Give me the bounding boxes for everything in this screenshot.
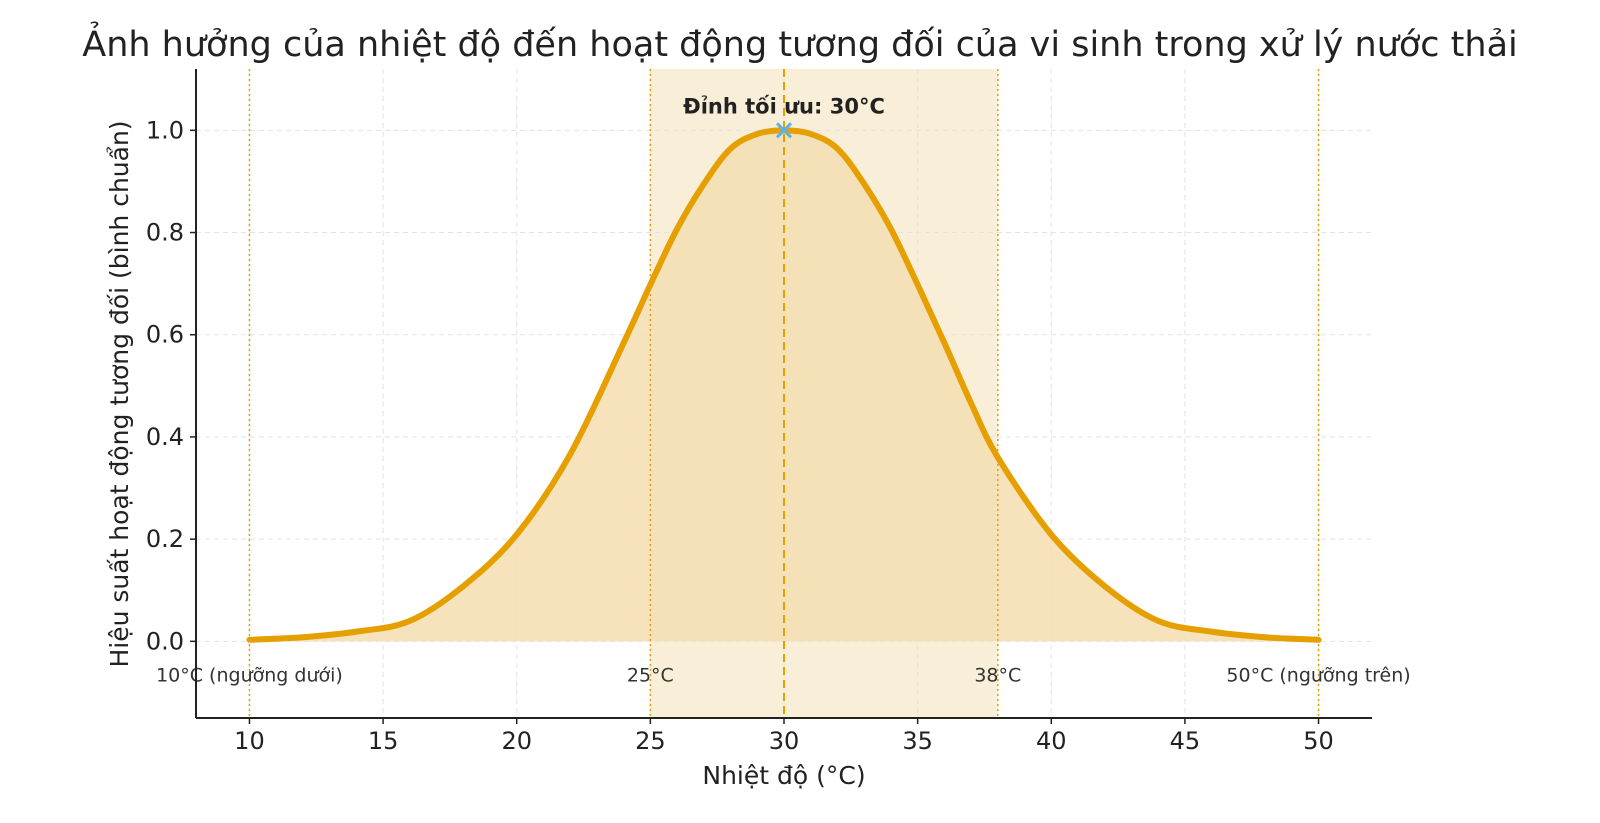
y-tick-label-4: 0.8 (146, 219, 184, 247)
y-tick-label-2: 0.4 (146, 423, 184, 451)
y-axis-label: Hiệu suất hoạt động tương đối (bình chuẩ… (105, 120, 134, 667)
x-tick-label-3: 25 (635, 727, 666, 755)
x-tick-label-2: 20 (501, 727, 532, 755)
peak-marker-stroke-b (775, 122, 793, 139)
series-line-layer (246, 127, 1322, 643)
y-tick-label-0: 0.0 (146, 627, 184, 655)
threshold-lines-layer (248, 69, 1320, 718)
x-tick-label-7: 45 (1170, 727, 1201, 755)
x-axis-label: Nhiệt độ (°C) (702, 761, 865, 790)
peak-marker (775, 122, 793, 139)
peak-label: Đỉnh tối ưu: 30°C (683, 94, 885, 118)
x-tick-label-6: 40 (1036, 727, 1067, 755)
axes-layer (190, 69, 1372, 724)
x-tick-label-8: 50 (1303, 727, 1334, 755)
y-tick-label-3: 0.6 (146, 321, 184, 349)
x-tick-label-1: 15 (368, 727, 399, 755)
y-tick-labels: 0.0 0.2 0.4 0.6 0.8 1.0 (146, 116, 184, 655)
threshold-label-10: 10°C (ngưỡng dưới) (156, 665, 343, 687)
y-tick-label-1: 0.2 (146, 525, 184, 553)
threshold-label-25: 25°C (627, 665, 674, 687)
threshold-label-50: 50°C (ngưỡng trên) (1226, 665, 1410, 687)
plot-area: Đỉnh tối ưu: 30°C 10°C (ngưỡng dưới) 25°C 3… (156, 69, 1411, 718)
annotation-layer: Đỉnh tối ưu: 30°C 10°C (ngưỡng dưới) 25°C 3… (156, 94, 1411, 686)
x-tick-labels: 10 15 20 25 30 35 40 45 50 (234, 727, 1334, 755)
y-tick-label-5: 1.0 (146, 116, 184, 144)
peak-marker-layer (775, 122, 793, 139)
x-tick-label-5: 35 (902, 727, 933, 755)
x-tick-label-4: 30 (769, 727, 800, 755)
chart-title: Ảnh hưởng của nhiệt độ đến hoạt động tươ… (82, 20, 1518, 65)
threshold-label-38: 38°C (974, 665, 1021, 687)
x-tick-label-0: 10 (234, 727, 265, 755)
series-line (246, 127, 1322, 643)
